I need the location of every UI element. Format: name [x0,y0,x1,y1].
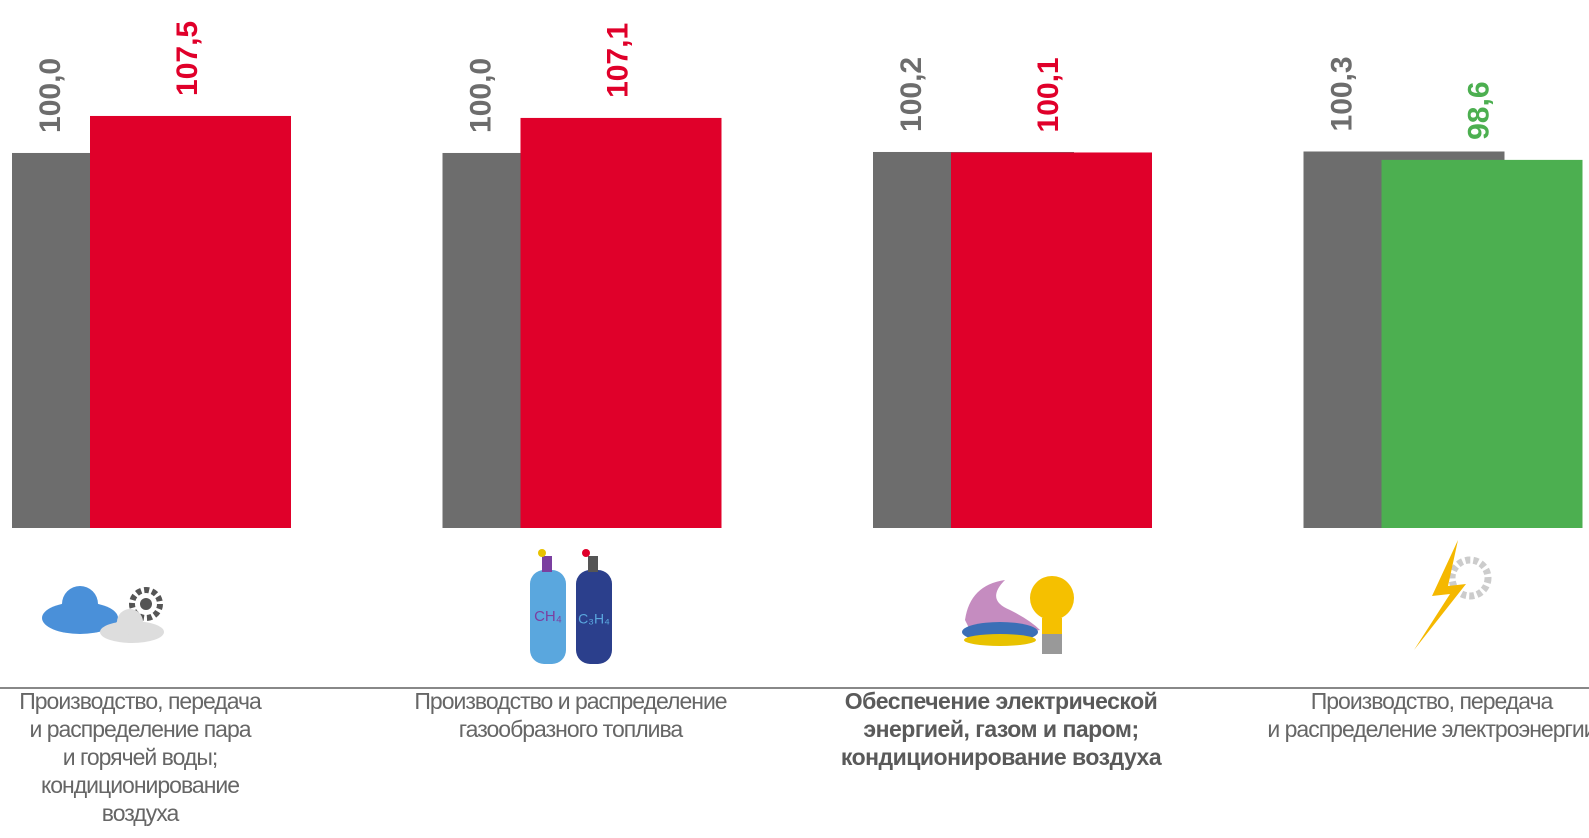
category-label: Производство и распределение [414,688,726,714]
category-label: воздуха [102,800,180,826]
value-label: 100,0 [464,58,497,133]
category-label: Производство, передача [19,688,262,714]
bar [1381,159,1583,528]
bar [951,152,1152,528]
category-label: и распределение электроэнергии [1267,716,1589,742]
value-label: 100,0 [34,58,67,133]
value-label: 100,3 [1325,56,1358,131]
category-label: и горячей воды; [63,744,218,770]
gas-icon [530,549,612,664]
category-label: и распределение пара [29,716,251,742]
value-label: 100,1 [1032,57,1065,132]
bar [90,115,291,528]
icon-text: C₃H₄ [578,611,610,627]
energy-icon [962,576,1074,654]
lightning-icon [1414,540,1492,650]
category-label: кондиционирование [41,772,239,798]
category-label: энергией, газом и паром; [863,716,1138,742]
value-label: 98,6 [1462,81,1495,139]
category-label: Обеспечение электрической [845,688,1158,714]
category-label: Производство, передача [1311,688,1554,714]
category-label: кондиционирование воздуха [841,744,1162,770]
cloud-icon [42,586,164,643]
value-label: 107,5 [171,21,204,96]
icon-text: CH₄ [534,608,562,625]
bar [520,117,722,528]
value-label: 100,2 [895,57,928,132]
value-label: 107,1 [601,23,634,98]
category-label: газообразного топлива [459,716,684,742]
